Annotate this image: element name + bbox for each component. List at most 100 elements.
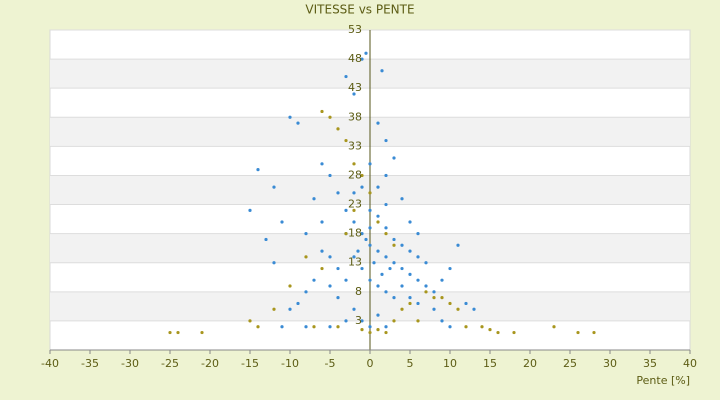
point [496, 330, 500, 335]
point [464, 301, 468, 306]
point [336, 191, 340, 195]
point [376, 185, 380, 189]
point [352, 255, 356, 259]
x-tick-label: -20 [201, 357, 219, 370]
point [372, 261, 376, 265]
x-tick-label: -40 [41, 357, 59, 370]
point [400, 266, 404, 271]
point [344, 138, 348, 143]
point [448, 301, 452, 306]
x-tick-label: -15 [241, 357, 259, 370]
point [352, 208, 356, 212]
point [320, 220, 324, 224]
x-tick-label: 35 [643, 357, 657, 370]
point [296, 301, 300, 306]
y-tick-label: 38 [348, 110, 362, 123]
point [352, 92, 356, 96]
point [304, 255, 308, 259]
x-tick-label: 30 [603, 357, 617, 370]
point [424, 290, 428, 294]
point [248, 319, 252, 323]
point [384, 202, 388, 207]
point [360, 173, 364, 178]
y-tick-label: 18 [348, 227, 362, 240]
point [272, 185, 276, 189]
point [360, 319, 364, 323]
point [280, 325, 284, 329]
point [304, 232, 308, 236]
x-tick-label: 25 [563, 357, 577, 370]
point [416, 278, 420, 282]
point [344, 278, 348, 282]
point [400, 243, 404, 247]
point [384, 138, 388, 143]
y-tick-label: 48 [348, 52, 362, 65]
chart-title: VITESSE vs PENTE [305, 3, 414, 17]
point [368, 191, 372, 195]
point [380, 69, 384, 73]
point [328, 325, 332, 329]
point [320, 249, 324, 253]
point [200, 330, 204, 335]
point [488, 328, 492, 332]
point [380, 272, 384, 276]
y-tick-label: 8 [355, 285, 362, 298]
point [552, 325, 556, 329]
point [336, 266, 340, 271]
x-tick-label: -30 [121, 357, 139, 370]
point [368, 278, 372, 282]
y-tick-label: 43 [348, 81, 362, 94]
point [368, 226, 372, 230]
x-tick-label: 15 [483, 357, 497, 370]
point [392, 243, 396, 247]
x-tick-label: 0 [367, 357, 374, 370]
y-tick-label: 28 [348, 168, 362, 181]
point [288, 115, 292, 119]
point [392, 156, 396, 160]
point [432, 296, 436, 300]
point [432, 307, 436, 311]
point [296, 121, 300, 125]
point [416, 301, 420, 306]
point [344, 319, 348, 323]
y-tick-label: 3 [355, 314, 362, 327]
point [384, 173, 388, 178]
point [352, 191, 356, 195]
point [256, 168, 260, 172]
point [384, 325, 388, 329]
point [424, 261, 428, 265]
point [376, 214, 380, 218]
point [360, 232, 364, 236]
point [376, 313, 380, 317]
point [312, 325, 316, 329]
point [472, 307, 476, 311]
point [448, 266, 452, 271]
point [368, 325, 372, 329]
point [328, 173, 332, 178]
point [392, 237, 396, 242]
y-tick-label: 13 [348, 256, 362, 269]
point [448, 325, 452, 329]
point [304, 325, 308, 329]
point [336, 127, 340, 131]
point [376, 284, 380, 288]
point [360, 266, 364, 271]
point [592, 330, 596, 335]
point [176, 330, 180, 335]
point [384, 290, 388, 294]
point [392, 319, 396, 323]
point [256, 325, 260, 329]
point [356, 249, 360, 253]
point [304, 290, 308, 294]
point [576, 330, 580, 335]
point [376, 328, 380, 332]
x-tick-label: 20 [523, 357, 537, 370]
point [416, 255, 420, 259]
point [344, 232, 348, 236]
x-axis-label: Pente [%] [636, 374, 690, 387]
point [384, 232, 388, 236]
point [384, 330, 388, 335]
point [416, 232, 420, 236]
point [400, 197, 404, 201]
point [288, 307, 292, 311]
